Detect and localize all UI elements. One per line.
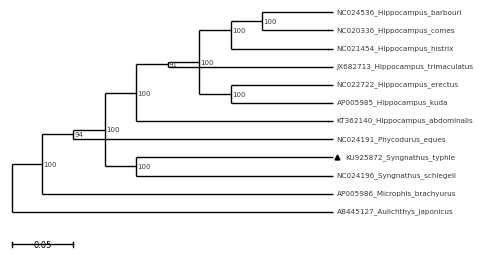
Text: NC024536_Hippocampus_barbouri: NC024536_Hippocampus_barbouri xyxy=(336,9,462,16)
Text: 100: 100 xyxy=(200,60,214,66)
Text: KU925872_Syngnathus_typhle: KU925872_Syngnathus_typhle xyxy=(345,154,456,161)
Text: NC024191_Phycodurus_eques: NC024191_Phycodurus_eques xyxy=(336,136,446,143)
Text: NC022722_Hippocampus_erectus: NC022722_Hippocampus_erectus xyxy=(336,82,459,88)
Text: NC021454_Hippocampus_histrix: NC021454_Hippocampus_histrix xyxy=(336,45,454,52)
Text: AP005986_Microphis_brachyurus: AP005986_Microphis_brachyurus xyxy=(336,190,456,197)
Text: 100: 100 xyxy=(232,92,245,98)
Text: NC024196_Syngnathus_schlegeli: NC024196_Syngnathus_schlegeli xyxy=(336,172,456,179)
Text: 100: 100 xyxy=(232,28,245,34)
Text: 100: 100 xyxy=(138,91,151,97)
Text: 94: 94 xyxy=(74,132,83,138)
Text: 100: 100 xyxy=(106,128,120,133)
Text: AB445127_Aulichthys_japonicus: AB445127_Aulichthys_japonicus xyxy=(336,209,454,215)
Text: 100: 100 xyxy=(138,164,151,170)
Text: 0.05: 0.05 xyxy=(34,241,52,250)
Text: AP005985_Hippocampus_kuda: AP005985_Hippocampus_kuda xyxy=(336,100,448,106)
Text: JX682713_Hippocampus_trimaculatus: JX682713_Hippocampus_trimaculatus xyxy=(336,63,474,70)
Text: NC020336_Hippocampus_comes: NC020336_Hippocampus_comes xyxy=(336,27,456,34)
Text: KT362140_Hippocampus_abdominalis: KT362140_Hippocampus_abdominalis xyxy=(336,118,473,125)
Text: 100: 100 xyxy=(43,162,57,168)
Text: 100: 100 xyxy=(264,19,277,25)
Text: 91: 91 xyxy=(169,62,178,68)
